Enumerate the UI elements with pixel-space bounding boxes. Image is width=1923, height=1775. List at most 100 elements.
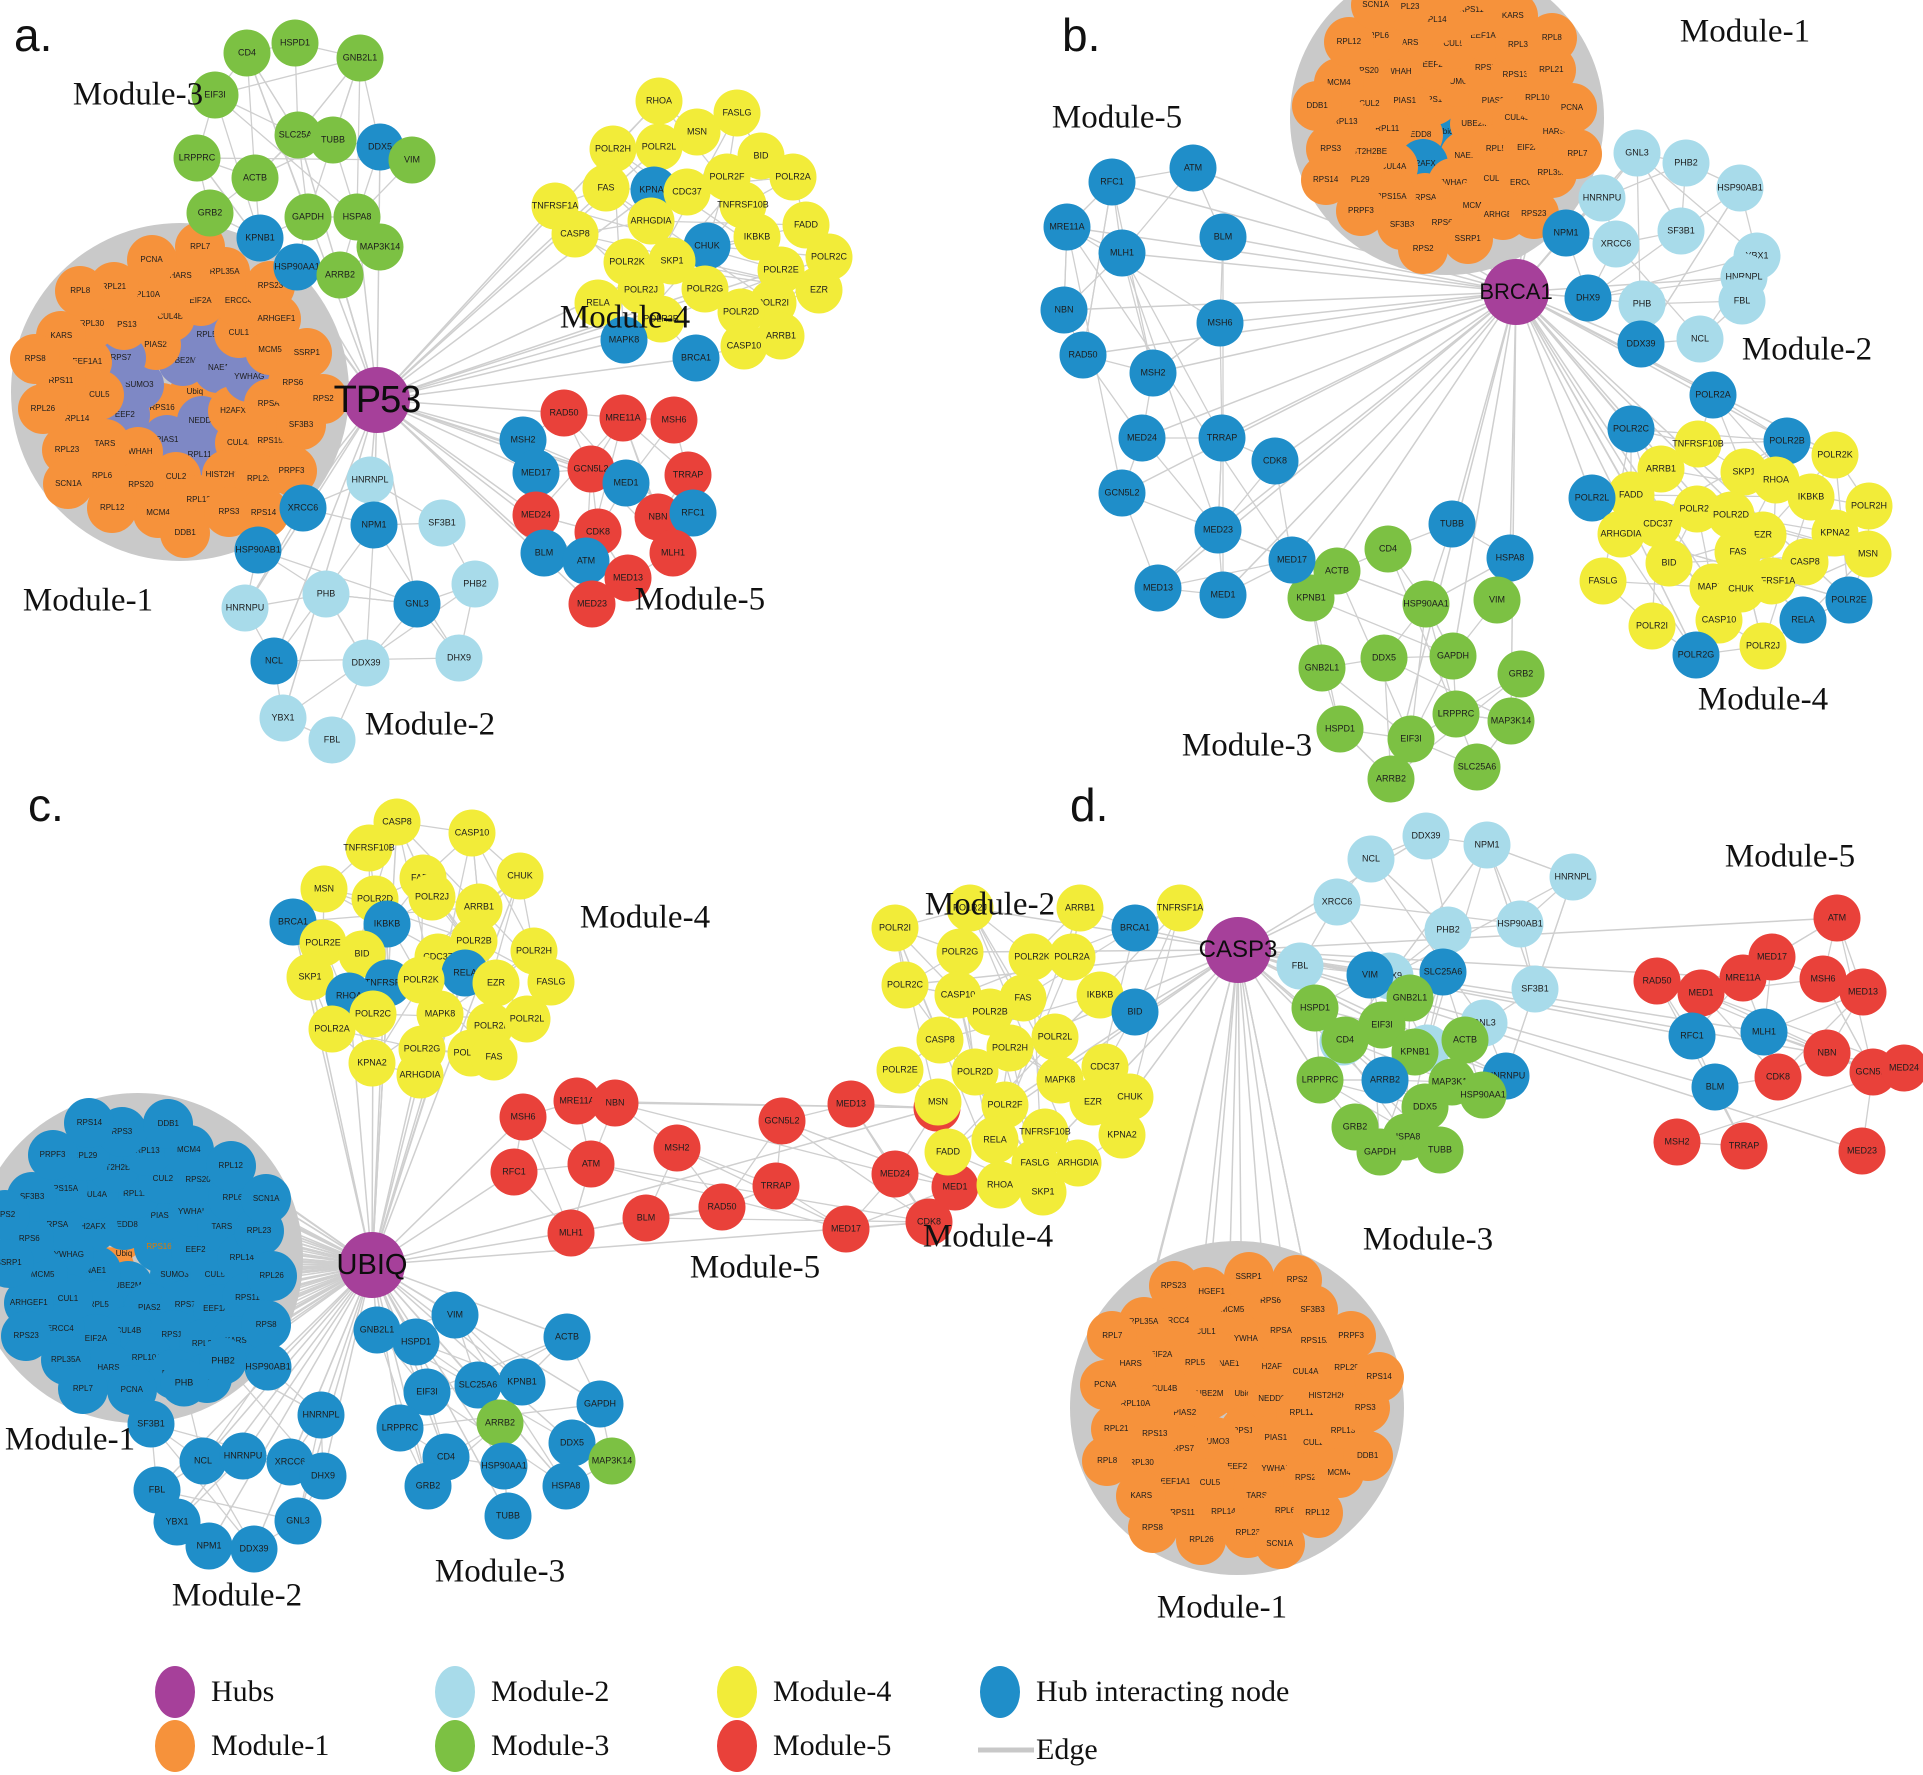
legend-label: Module-2 — [491, 1675, 610, 1708]
panel-letter-d: d. — [1070, 779, 1109, 831]
edge — [1066, 226, 1221, 324]
node-DDB1: DDB1 — [1342, 1430, 1393, 1481]
panel-letter-c: c. — [28, 779, 64, 831]
node-FAS: FAS — [582, 164, 630, 212]
node-ARHGDIA: ARHGDIA — [1597, 510, 1645, 558]
legend-label: Hub interacting node — [1036, 1675, 1290, 1708]
node-XRCC6: XRCC6 — [279, 484, 327, 532]
node-MRE11A: MRE11A — [1719, 954, 1767, 1002]
node-BLM: BLM — [622, 1194, 670, 1242]
node-HSPD1: HSPD1 — [392, 1318, 440, 1366]
edge — [1237, 949, 1314, 1310]
node-CASP8: CASP8 — [551, 210, 599, 258]
module-label-module-5: Module-5 — [634, 581, 766, 618]
node-GAPDH: GAPDH — [576, 1380, 624, 1428]
edge — [1310, 291, 1517, 599]
node-VIM: VIM — [1346, 951, 1394, 999]
hub-BRCA1: BRCA1 — [1479, 259, 1553, 325]
node-ACTB: ACTB — [1441, 1016, 1489, 1064]
node-TUBB: TUBB — [309, 116, 357, 164]
node-HNRNPU: HNRNPU — [221, 584, 269, 632]
hub-TP53: TP53 — [334, 367, 421, 433]
node-ARRB2: ARRB2 — [316, 251, 364, 299]
node-RPL26: RPL26 — [1176, 1514, 1227, 1565]
node-BLM: BLM — [520, 529, 568, 577]
node-XRCC6: XRCC6 — [1592, 220, 1640, 268]
node-NBN: NBN — [1803, 1029, 1851, 1077]
node-RPS2: RPS2 — [298, 374, 349, 425]
node-BRCA1: BRCA1 — [672, 334, 720, 382]
module-label-module-2: Module-2 — [171, 1577, 303, 1614]
node-RPS8: RPS8 — [10, 333, 61, 384]
node-HSPD1: HSPD1 — [1316, 705, 1364, 753]
node-POLR2J: POLR2J — [1739, 622, 1787, 670]
node-MLH1: MLH1 — [649, 529, 697, 577]
node-DDX39: DDX39 — [342, 639, 390, 687]
node-FAS: FAS — [470, 1033, 518, 1081]
node-GNL3: GNL3 — [274, 1497, 322, 1545]
node-FBL: FBL — [1276, 942, 1324, 990]
node-RFC1: RFC1 — [669, 489, 717, 537]
node-HSP90AA1: HSP90AA1 — [1459, 1071, 1507, 1119]
node-MRE11A: MRE11A — [599, 394, 647, 442]
edge — [371, 1107, 938, 1266]
edge — [322, 1264, 373, 1477]
node-MSH6: MSH6 — [499, 1093, 547, 1141]
node-HSPA8: HSPA8 — [542, 1462, 590, 1510]
node-POLR2E: POLR2E — [876, 1046, 924, 1094]
node-ARHGDIA: ARHGDIA — [396, 1051, 444, 1099]
edge — [645, 1217, 930, 1223]
edge — [1121, 291, 1517, 494]
node-PHB: PHB — [160, 1359, 208, 1407]
node-KPNA2: KPNA2 — [348, 1039, 396, 1087]
node-RHOA: RHOA — [976, 1161, 1024, 1209]
node-MSH6: MSH6 — [1196, 299, 1244, 347]
node-MSH2: MSH2 — [1653, 1118, 1701, 1166]
node-TUBB: TUBB — [484, 1492, 532, 1540]
module-label-module-1: Module-1 — [1156, 1589, 1288, 1626]
node-RPL12: RPL12 — [87, 482, 138, 533]
node-PRPF3: PRPF3 — [27, 1130, 78, 1181]
node-MED1: MED1 — [1677, 969, 1725, 1017]
node-MED24: MED24 — [1880, 1044, 1923, 1092]
node-MRE11A: MRE11A — [1043, 203, 1091, 251]
node-POLR2K: POLR2K — [1811, 431, 1859, 479]
node-ATM: ATM — [1169, 144, 1217, 192]
node-POLR2A: POLR2A — [308, 1005, 356, 1053]
edge — [1387, 548, 1457, 715]
node-VIM: VIM — [1473, 576, 1521, 624]
node-FBL: FBL — [1718, 277, 1766, 325]
node-GRB2: GRB2 — [404, 1462, 452, 1510]
node-MSN: MSN — [914, 1078, 962, 1126]
node-BRCA1: BRCA1 — [1111, 904, 1159, 952]
node-POLR2G: POLR2G — [1672, 631, 1720, 679]
edge — [1219, 291, 1517, 324]
node-MED24: MED24 — [871, 1150, 919, 1198]
node-PCNA: PCNA — [1547, 82, 1598, 133]
edge — [371, 1116, 524, 1266]
node-RPS14: RPS14 — [64, 1097, 115, 1148]
edge — [1237, 949, 1863, 1152]
node-ARRB2: ARRB2 — [476, 1399, 524, 1447]
node-RELA: RELA — [971, 1116, 1019, 1164]
node-DDX5: DDX5 — [548, 1419, 596, 1467]
node-SSRP1: SSRP1 — [1223, 1252, 1274, 1303]
node-RAD50: RAD50 — [540, 389, 588, 437]
module-label-module-4: Module-4 — [579, 899, 711, 936]
node-PCNA: PCNA — [1080, 1359, 1131, 1410]
node-CD4: CD4 — [1321, 1016, 1369, 1064]
node-CDK8: CDK8 — [1251, 437, 1299, 485]
node-TRRAP: TRRAP — [1720, 1122, 1768, 1170]
node-RPS23: RPS23 — [1148, 1260, 1199, 1311]
node-KPNA2: KPNA2 — [1098, 1111, 1146, 1159]
edge — [242, 1264, 373, 1457]
node-EZR: EZR — [472, 959, 520, 1007]
node-ARRB1: ARRB1 — [1056, 884, 1104, 932]
edge — [1063, 291, 1517, 311]
edge — [371, 1264, 601, 1405]
node-SCN1A: SCN1A — [43, 459, 94, 510]
node-CASP8: CASP8 — [916, 1016, 964, 1064]
node-GAPDH: GAPDH — [1356, 1128, 1404, 1176]
node-MED17: MED17 — [1268, 536, 1316, 584]
node-TUBB: TUBB — [1428, 500, 1476, 548]
